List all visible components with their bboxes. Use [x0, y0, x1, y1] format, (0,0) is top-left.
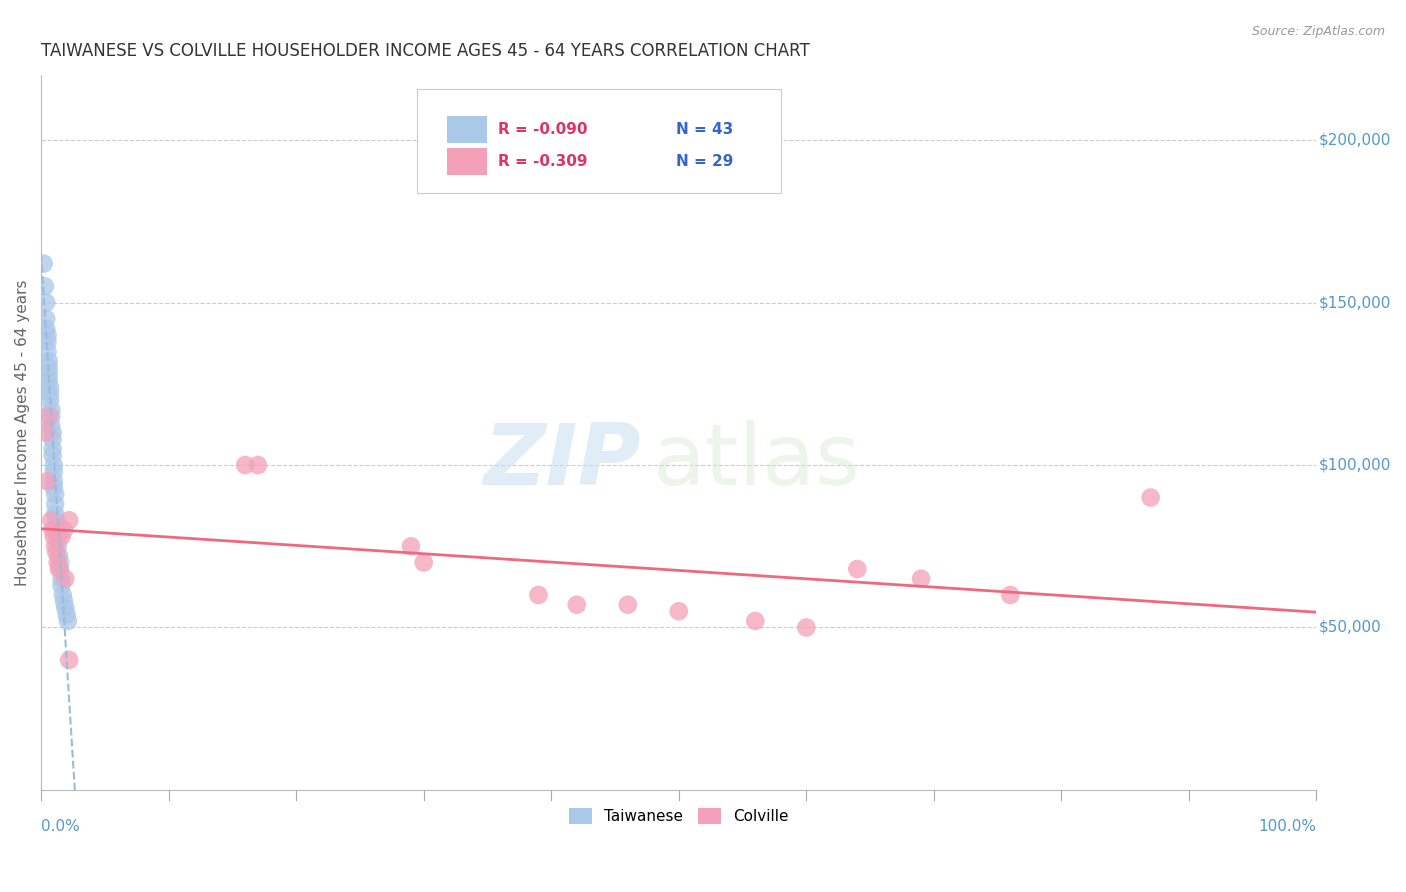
Bar [447, 148, 488, 175]
Text: R = -0.090: R = -0.090 [498, 122, 588, 137]
Text: N = 29: N = 29 [676, 154, 734, 169]
Point [52, 588, 75, 602]
Text: Source: ZipAtlas.com: Source: ZipAtlas.com [1251, 25, 1385, 38]
Point [49, 556, 72, 570]
Text: N = 43: N = 43 [676, 122, 734, 137]
Point [565, 598, 588, 612]
Point [41, 442, 63, 456]
Point [45, 523, 67, 537]
Text: $200,000: $200,000 [1319, 133, 1392, 148]
Point [527, 588, 550, 602]
Point [246, 458, 269, 472]
Point [56, 614, 79, 628]
Point [48, 562, 70, 576]
Point [44, 507, 66, 521]
Text: 100.0%: 100.0% [1258, 819, 1316, 833]
Text: R = -0.309: R = -0.309 [498, 154, 588, 169]
Point [51, 572, 73, 586]
Point [46, 529, 69, 543]
Point [39, 386, 62, 401]
Bar [447, 116, 488, 143]
Point [399, 539, 422, 553]
Point [668, 604, 690, 618]
Point [846, 562, 869, 576]
Point [58, 653, 80, 667]
Point [39, 393, 62, 408]
Point [46, 556, 69, 570]
Point [53, 601, 76, 615]
Point [39, 419, 62, 434]
Point [42, 458, 65, 472]
Text: $100,000: $100,000 [1319, 458, 1392, 473]
Text: TAIWANESE VS COLVILLE HOUSEHOLDER INCOME AGES 45 - 64 YEARS CORRELATION CHART: TAIWANESE VS COLVILLE HOUSEHOLDER INCOME… [41, 42, 810, 60]
Point [35, 425, 58, 440]
Point [1000, 588, 1022, 602]
Point [39, 380, 62, 394]
Point [35, 321, 58, 335]
Point [49, 562, 72, 576]
Point [41, 448, 63, 462]
Text: $50,000: $50,000 [1319, 620, 1382, 635]
Y-axis label: Householder Income Ages 45 - 64 years: Householder Income Ages 45 - 64 years [15, 279, 30, 586]
FancyBboxPatch shape [418, 89, 780, 194]
Point [37, 475, 59, 489]
Point [42, 475, 65, 489]
Point [233, 458, 256, 472]
Point [41, 432, 63, 446]
Text: 0.0%: 0.0% [41, 819, 80, 833]
Point [1139, 491, 1161, 505]
Point [39, 409, 62, 424]
Point [41, 425, 63, 440]
Point [51, 578, 73, 592]
Point [38, 367, 60, 381]
Point [46, 539, 69, 553]
Point [39, 513, 62, 527]
Point [42, 465, 65, 479]
Point [35, 311, 58, 326]
Point [910, 572, 932, 586]
Point [34, 279, 56, 293]
Point [44, 497, 66, 511]
Legend: Taiwanese, Colville: Taiwanese, Colville [564, 804, 793, 829]
Point [48, 549, 70, 563]
Point [44, 487, 66, 501]
Point [744, 614, 766, 628]
Point [616, 598, 638, 612]
Point [32, 257, 55, 271]
Point [44, 539, 66, 553]
Point [45, 513, 67, 527]
Point [55, 607, 77, 622]
Point [45, 546, 67, 560]
Point [37, 334, 59, 349]
Text: $150,000: $150,000 [1319, 295, 1392, 310]
Point [38, 360, 60, 375]
Point [53, 572, 76, 586]
Point [42, 481, 65, 495]
Point [42, 529, 65, 543]
Point [37, 344, 59, 359]
Point [39, 402, 62, 417]
Text: ZIP: ZIP [482, 419, 641, 503]
Point [37, 328, 59, 343]
Point [51, 529, 73, 543]
Text: atlas: atlas [654, 419, 862, 503]
Point [794, 620, 817, 634]
Point [38, 409, 60, 424]
Point [35, 295, 58, 310]
Point [58, 513, 80, 527]
Point [38, 354, 60, 368]
Point [41, 523, 63, 537]
Point [412, 556, 434, 570]
Point [53, 523, 76, 537]
Point [53, 594, 76, 608]
Point [38, 374, 60, 388]
